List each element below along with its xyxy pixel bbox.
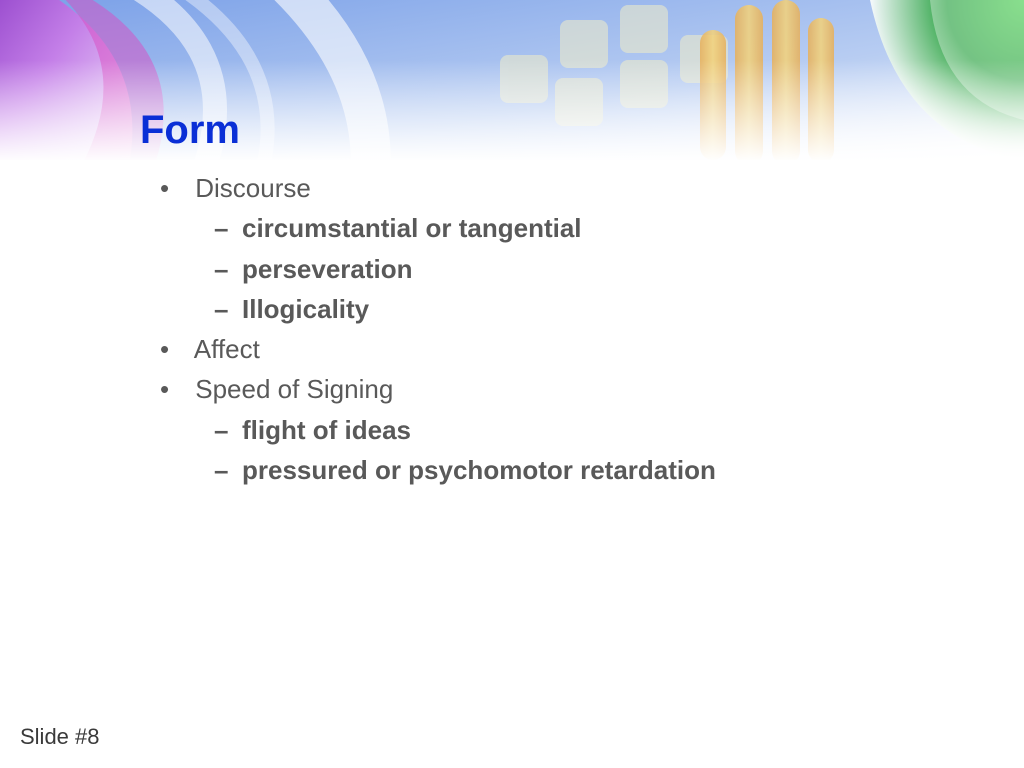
sub-bullet-text: perseveration	[242, 254, 413, 284]
sub-bullet-text: circumstantial or tangential	[242, 213, 582, 243]
sub-bullet-list: flight of ideas pressured or psychomotor…	[214, 410, 716, 491]
bullet-list: Discourse circumstantial or tangential p…	[160, 168, 716, 490]
sub-bullet-item: Illogicality	[214, 289, 716, 329]
slide-number: Slide #8	[20, 724, 100, 750]
sub-bullet-text: flight of ideas	[242, 415, 411, 445]
sub-bullet-text: pressured or psychomotor retardation	[242, 455, 716, 485]
sub-bullet-item: flight of ideas	[214, 410, 716, 450]
bullet-item: Affect	[160, 329, 716, 369]
bullet-text: Affect	[194, 334, 260, 364]
sub-bullet-item: perseveration	[214, 249, 716, 289]
bullet-item: Discourse circumstantial or tangential p…	[160, 168, 716, 329]
sub-bullet-item: circumstantial or tangential	[214, 208, 716, 248]
slide-body: Discourse circumstantial or tangential p…	[160, 168, 716, 490]
sub-bullet-list: circumstantial or tangential perseverati…	[214, 208, 716, 329]
slide: Form Discourse circumstantial or tangent…	[0, 0, 1024, 768]
bullet-item: Speed of Signing flight of ideas pressur…	[160, 369, 716, 490]
sub-bullet-text: Illogicality	[242, 294, 369, 324]
slide-title: Form	[140, 108, 240, 153]
bullet-text: Speed of Signing	[195, 374, 393, 404]
sub-bullet-item: pressured or psychomotor retardation	[214, 450, 716, 490]
bullet-text: Discourse	[195, 173, 311, 203]
